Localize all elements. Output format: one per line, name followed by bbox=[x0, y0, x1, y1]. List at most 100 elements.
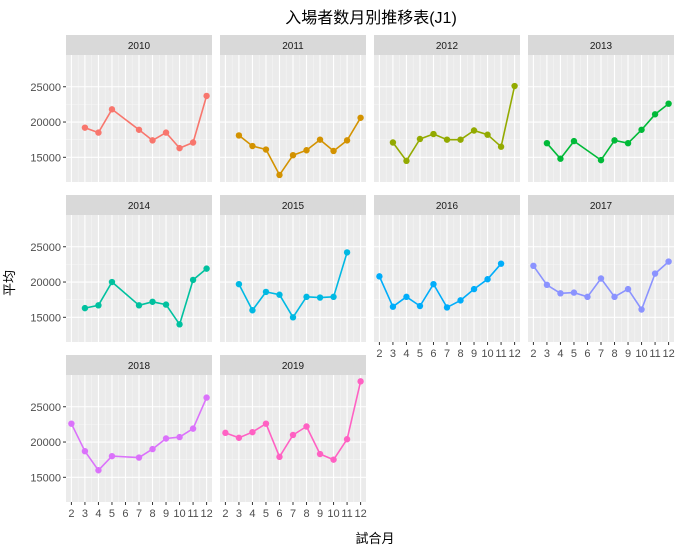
data-point bbox=[416, 302, 424, 310]
y-axis-title: 平均 bbox=[2, 270, 17, 296]
x-tick-label: 5 bbox=[109, 508, 115, 520]
data-point bbox=[611, 293, 618, 301]
data-point bbox=[624, 285, 632, 293]
data-point bbox=[597, 156, 605, 164]
x-tick-label: 6 bbox=[430, 348, 436, 360]
facet-strip bbox=[66, 195, 212, 215]
x-tick-label: 8 bbox=[303, 508, 309, 520]
x-tick-label: 10 bbox=[481, 348, 493, 360]
facet-strip bbox=[66, 35, 212, 55]
x-tick-label: 3 bbox=[82, 508, 88, 520]
data-point bbox=[376, 273, 383, 280]
data-point bbox=[416, 135, 424, 143]
data-point bbox=[330, 456, 337, 463]
x-tick-label: 4 bbox=[403, 348, 409, 360]
data-point bbox=[389, 303, 397, 310]
x-tick-label: 9 bbox=[163, 508, 169, 520]
x-tick-label: 9 bbox=[317, 508, 323, 520]
x-tick-label: 4 bbox=[95, 508, 101, 520]
chart-title: 入場者数月別推移表(J1) bbox=[285, 9, 457, 27]
data-point bbox=[108, 106, 116, 113]
data-point bbox=[189, 425, 197, 432]
data-point bbox=[484, 131, 491, 138]
facet-strip bbox=[220, 35, 366, 55]
data-point bbox=[162, 435, 170, 442]
x-tick-label: 8 bbox=[149, 508, 155, 520]
data-point bbox=[443, 304, 451, 311]
facet-panel-2014: 2014 15000 20000 25000 bbox=[30, 195, 212, 342]
facet-panel-2016: 2016 2 3 4 5 6 7 8 9 10 11 12 bbox=[374, 195, 521, 360]
data-point bbox=[570, 137, 578, 145]
data-point bbox=[81, 304, 89, 312]
data-point bbox=[149, 298, 156, 305]
data-point bbox=[276, 453, 283, 461]
data-point bbox=[135, 302, 143, 309]
y-tick-label: 25000 bbox=[30, 242, 61, 254]
data-point bbox=[638, 126, 645, 133]
data-point bbox=[108, 452, 116, 460]
data-point bbox=[235, 132, 243, 139]
x-tick-label: 9 bbox=[471, 348, 477, 360]
x-tick-label: 4 bbox=[249, 508, 255, 520]
x-tick-label: 8 bbox=[457, 348, 463, 360]
data-point bbox=[497, 143, 505, 150]
data-point bbox=[95, 302, 102, 309]
facet-strip bbox=[374, 35, 520, 55]
x-tick-label: 2 bbox=[376, 348, 382, 360]
facet-strip-label: 2018 bbox=[128, 361, 151, 372]
data-point bbox=[262, 420, 270, 427]
data-point bbox=[316, 450, 324, 458]
y-tick-label: 20000 bbox=[30, 437, 61, 449]
data-point bbox=[357, 114, 364, 121]
data-point bbox=[665, 100, 672, 107]
facet-strip-label: 2012 bbox=[436, 41, 459, 52]
x-tick-label: 11 bbox=[341, 508, 352, 520]
data-point bbox=[557, 155, 564, 162]
facet-panel-2011: 2011 bbox=[220, 35, 366, 182]
data-point bbox=[389, 139, 397, 146]
data-point bbox=[81, 448, 89, 455]
x-axis-title: 試合月 bbox=[355, 531, 394, 546]
x-tick-label: 7 bbox=[598, 348, 604, 360]
data-point bbox=[95, 129, 102, 136]
y-tick-label: 25000 bbox=[30, 82, 61, 94]
data-point bbox=[176, 321, 183, 328]
data-point bbox=[235, 280, 243, 288]
x-tick-label: 3 bbox=[544, 348, 550, 360]
data-point bbox=[430, 130, 437, 138]
data-point bbox=[597, 275, 605, 282]
x-tick-label: 10 bbox=[635, 348, 647, 360]
data-point bbox=[303, 147, 310, 154]
facet-strip bbox=[374, 195, 520, 215]
y-tick-label: 25000 bbox=[30, 402, 61, 414]
data-point bbox=[303, 423, 310, 430]
data-point bbox=[222, 429, 229, 437]
data-point bbox=[249, 307, 256, 314]
x-tick-label: 7 bbox=[136, 508, 142, 520]
data-point bbox=[457, 136, 464, 143]
data-point bbox=[249, 142, 256, 150]
facet-panel-2019: 2019 2 3 4 5 6 7 8 9 10 11 12 bbox=[220, 355, 367, 520]
data-point bbox=[430, 280, 437, 288]
facet-strip-label: 2017 bbox=[590, 201, 613, 212]
x-tick-label: 7 bbox=[290, 508, 296, 520]
data-point bbox=[189, 276, 197, 284]
y-tick-label: 20000 bbox=[30, 277, 61, 289]
series-line-2012 bbox=[392, 85, 516, 162]
data-point bbox=[343, 249, 351, 256]
x-tick-label: 3 bbox=[390, 348, 396, 360]
data-point bbox=[530, 262, 537, 269]
series-line-2018 bbox=[70, 397, 208, 472]
x-tick-label: 2 bbox=[68, 508, 74, 520]
x-tick-label: 8 bbox=[611, 348, 617, 360]
data-point bbox=[543, 281, 551, 289]
x-tick-label: 5 bbox=[571, 348, 577, 360]
data-point bbox=[624, 139, 632, 147]
data-point bbox=[651, 111, 659, 118]
facet-strip bbox=[220, 195, 366, 215]
x-tick-label: 12 bbox=[200, 508, 212, 520]
data-point bbox=[316, 136, 324, 143]
x-tick-label: 6 bbox=[584, 348, 590, 360]
data-point bbox=[511, 82, 518, 90]
data-point bbox=[638, 306, 645, 313]
